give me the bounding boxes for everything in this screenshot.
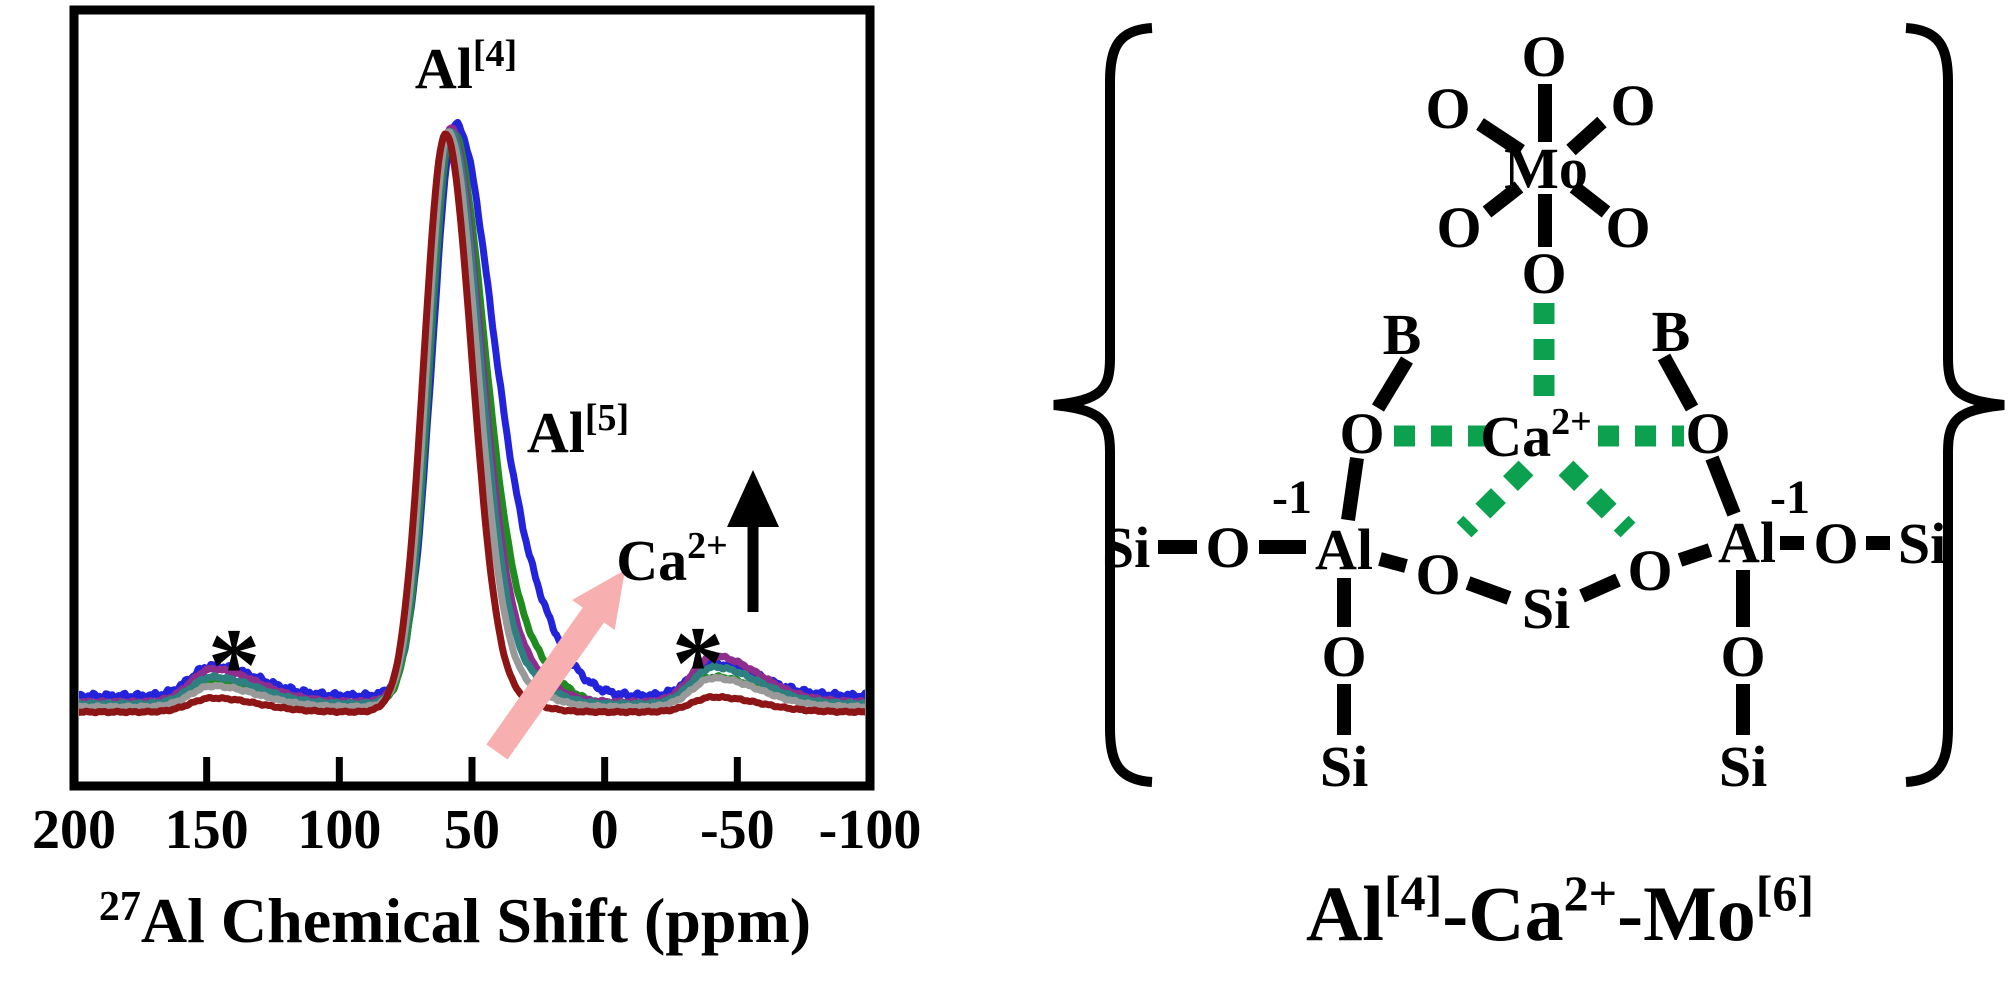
atom-label-o: O [1321,624,1366,689]
atom-label-b: B [1652,299,1691,364]
bond [1372,356,1413,412]
spectrum-curve-dark-red-lowest-ca2- [79,130,865,717]
atom-label-o: O [1339,401,1384,466]
atom-label-al: Al [1315,517,1373,582]
atom-label-o: O [1813,511,1858,576]
ionic-bond-dashes [1394,303,1684,538]
bond [1657,353,1699,412]
ionic-bond-dash [1456,460,1534,538]
atom-label-o: O [1425,76,1470,141]
atom-label-si: Si [1320,734,1368,799]
x-axis-tick-label: 200 [32,799,116,861]
bond [1476,118,1525,157]
atom-label-o: O [1521,241,1566,306]
up-arrow-icon [727,470,779,612]
spectrum-curve-gray [79,128,865,712]
atom-label-si: Si [1719,734,1767,799]
atom-label-mo: Mo [1504,136,1588,201]
bond [1482,181,1524,218]
charge-labels: -1 -1 [1272,471,1810,524]
bond [1677,543,1713,567]
bond [1341,456,1364,522]
ca-increase-label: Ca2+ [616,525,728,593]
bond [1566,116,1607,156]
x-axis-tick-label: 100 [297,799,381,861]
charge-label: -1 [1272,471,1312,524]
bond [1465,576,1512,605]
x-axis-title: 27Al Chemical Shift (ppm) [99,884,811,956]
ionic-bond-dash [1558,460,1636,538]
charge-label: -1 [1770,471,1810,524]
plot-frame [69,5,875,791]
atom-label-o: O [1605,195,1650,260]
bond [1705,455,1741,517]
ca-trend-arrow-icon [486,570,625,760]
covalent-bonds [1158,84,1890,735]
x-axis-tick-label: -50 [700,799,775,861]
atom-label-o: O [1436,195,1481,260]
atom-label-si: Si [1898,511,1946,576]
sideband-asterisk-left: * [208,606,261,723]
atom-label-al: Al [1718,510,1776,575]
left-brace-icon [1053,23,1153,787]
atom-label-o: O [1521,24,1566,89]
x-axis-tick-label: 0 [591,799,619,861]
atom-label-b: B [1383,302,1422,367]
bond [1569,181,1611,218]
right-brace-icon [1905,23,2005,787]
atom-label-o: O [1205,515,1250,580]
atom-label-o: O [1627,538,1672,603]
bond [1579,573,1621,603]
sideband-asterisk-right: * [672,604,725,721]
atom-label-o: O [1720,624,1765,689]
structure-caption: Al[4]-Ca2+-Mo[6] [1306,865,1814,957]
spectra-curves [79,118,865,717]
al4-peak-label: Al[4] [415,33,517,101]
atom-label-o: O [1685,401,1730,466]
atom-label-o: O [1610,73,1655,138]
atom-label-si: Si [1522,576,1570,641]
x-axis-tick-label: -100 [819,799,922,861]
spectra-panel: 200 150 100 50 0 -50 -100 27Al Chemical Shift … [32,5,921,956]
x-axis-tick-label: 50 [444,799,500,861]
x-axis-tick-label: 150 [165,799,249,861]
x-axis: 200 150 100 50 0 -50 -100 [32,757,921,861]
al5-peak-label: Al[5] [527,397,629,465]
bond [1378,552,1408,573]
atom-label-si: Si [1102,515,1150,580]
atom-label-ca: Ca2+ [1480,401,1592,469]
atom-label-o: O [1415,542,1460,607]
